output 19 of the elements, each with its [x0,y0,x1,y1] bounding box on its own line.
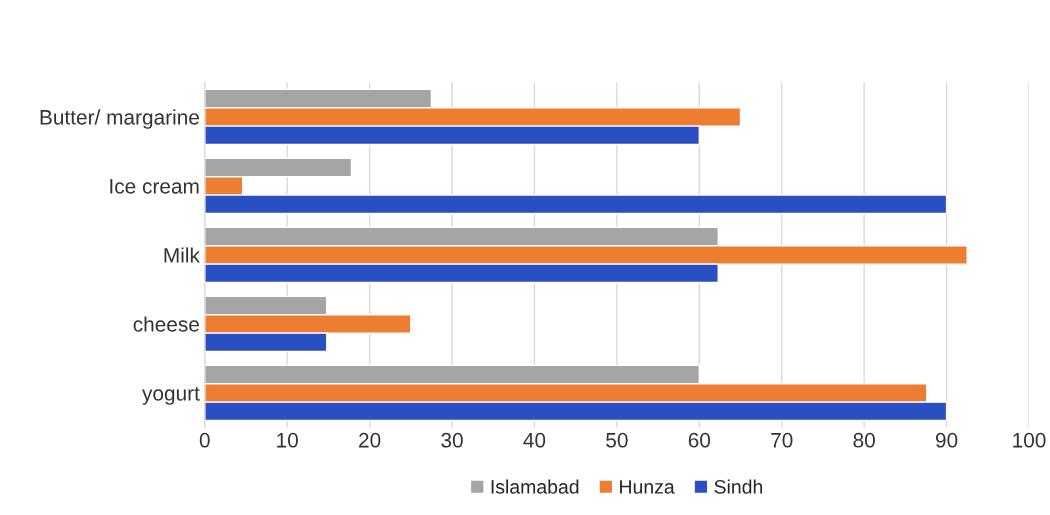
legend-label: Sindh [714,479,763,494]
x-tick-label: 30 [441,432,463,448]
x-tick-label: 90 [935,432,958,448]
y-tick-label: cheese [133,316,199,332]
x-tick-label: 70 [771,432,793,448]
x-tick-label: 40 [523,432,546,448]
y-tick-label: Ice cream [110,179,199,194]
x-tick-label: 60 [688,432,711,448]
x-tick-label: 100 [1013,432,1046,448]
y-tick-label: Butter/ margarine [40,109,199,129]
x-tick-label: 80 [853,432,875,448]
x-tick-label: 50 [606,432,628,448]
x-tick-label: 0 [199,432,210,448]
legend-label: Hunza [620,480,675,494]
x-tick-label: 20 [359,432,381,448]
y-tick-label: Milk [164,247,200,263]
x-tick-label: 10 [277,432,298,448]
y-tick-label: yogurt [142,387,200,405]
legend-label: Islamabad [491,479,579,494]
